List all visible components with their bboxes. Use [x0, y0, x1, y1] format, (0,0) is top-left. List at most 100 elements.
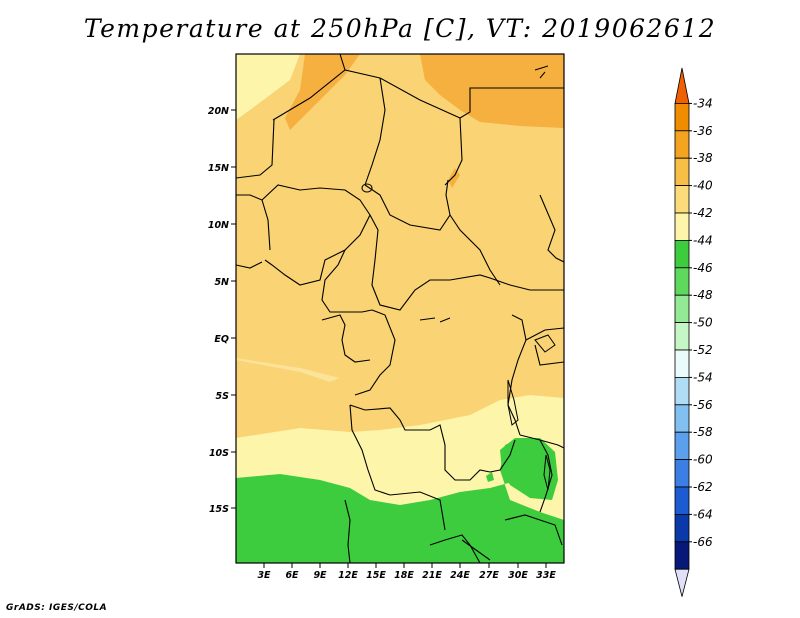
colorbar-label: -56 [693, 398, 713, 412]
colorbar-swatch [674, 130, 690, 159]
border-car [369, 214, 564, 311]
border-cameroon [321, 249, 373, 313]
border-east-1 [539, 194, 564, 263]
border-drc-east [507, 314, 527, 436]
lat-label: 5N [214, 277, 229, 288]
temperature-field [236, 54, 564, 563]
colorbar-swatch [674, 431, 690, 461]
lake-features-1 [419, 317, 451, 323]
border-north-3 [459, 87, 564, 119]
border-coast-west [236, 261, 263, 269]
longitude-axis: 3E 6E 9E 12E 15E 18E 21E 24E 27E 30E 33E [257, 563, 556, 581]
colorbar-swatch [674, 103, 690, 132]
colorbar-swatch [674, 349, 690, 378]
border-tanzania [519, 434, 564, 449]
colorbar-label: -36 [693, 124, 713, 138]
lake-tanganyika [507, 379, 519, 426]
lat-label: 20N [208, 106, 229, 117]
colorbar-swatch [674, 376, 690, 406]
colorbar-swatch [674, 322, 690, 351]
green-region-south [236, 438, 564, 563]
lon-label: 30E [508, 570, 528, 581]
lat-label: 5S [216, 391, 230, 402]
pale-band-northwest [236, 54, 300, 120]
green-spot [486, 472, 494, 482]
border-gabon [321, 314, 371, 363]
colorbar-label: -38 [693, 151, 713, 165]
orange-spot [448, 168, 460, 188]
lon-label: 12E [338, 570, 358, 581]
lake-victoria [534, 334, 556, 353]
lat-label: 15N [208, 163, 229, 174]
colorbar-label: -40 [693, 179, 713, 193]
lat-label: 10S [209, 448, 229, 459]
colorbar-swatch [674, 541, 690, 570]
colorbar-swatch [674, 514, 690, 543]
red-sea-coast [534, 65, 549, 79]
colorbar-bottom-arrow [674, 568, 690, 597]
border-north-2 [339, 54, 346, 71]
colorbar-swatch [674, 459, 690, 488]
colorbar-label: -66 [693, 535, 713, 549]
lon-label: 3E [257, 570, 271, 581]
colorbar-label: -48 [693, 288, 713, 302]
lakes [361, 65, 556, 491]
colorbar-swatch [674, 404, 690, 433]
lon-label: 15E [366, 570, 386, 581]
colorbar-label: -46 [693, 261, 713, 275]
lon-label: 6E [285, 570, 299, 581]
colorbar-swatch [674, 157, 690, 186]
colorbar-label: -62 [693, 480, 713, 494]
lat-label: 10N [208, 220, 229, 231]
border-angola-south [349, 404, 446, 531]
country-borders [236, 54, 564, 563]
lon-label: 18E [394, 570, 414, 581]
map-title: Temperature at 250hPa [C], VT: 201906261… [83, 14, 717, 43]
colorbar-label: -52 [693, 343, 713, 357]
colorbar-swatch [674, 486, 690, 515]
lon-label: 9E [313, 570, 327, 581]
colorbar-label: -60 [693, 453, 713, 467]
lat-label: 15S [209, 504, 229, 515]
colorbar-label: -64 [693, 507, 713, 521]
colorbar-swatch [674, 239, 690, 269]
border-west-1 [236, 119, 275, 179]
colorbar-label: -54 [693, 370, 713, 384]
border-south-1 [461, 539, 491, 561]
green-region-east [500, 438, 558, 500]
border-southern-3 [504, 514, 563, 546]
lon-label: 21E [422, 570, 442, 581]
lon-label: 33E [536, 570, 556, 581]
colorbar-label: -58 [693, 425, 713, 439]
border-north-4 [364, 77, 386, 186]
lake-chad [361, 183, 373, 193]
lake-malawi [543, 454, 551, 491]
colorbar-label: -44 [693, 233, 713, 247]
border-congo-1 [354, 309, 396, 396]
border-angola [349, 404, 491, 481]
colorbar-label: -50 [693, 316, 713, 330]
colorbar-top-arrow [674, 67, 690, 104]
colorbar-swatch [674, 294, 690, 324]
colorbar-swatch [674, 267, 690, 296]
colorbar-swatch [674, 185, 690, 214]
colorbar-label: -34 [693, 96, 713, 110]
lon-label: 24E [450, 570, 470, 581]
border-zambia-east [489, 439, 516, 473]
border-chad-sudan [364, 179, 451, 231]
map-frame [235, 53, 565, 564]
border-malawi [539, 439, 553, 513]
border-southern-1 [344, 499, 351, 563]
border-kenya-2 [534, 344, 564, 366]
colorbar: -34 -36 -38 -40 -42 -44 -46 -48 -50 -52 -54 -56 -58 -… [674, 67, 713, 597]
warm-band-west [236, 358, 340, 382]
grads-credit: GrADS: IGES/COLA [6, 603, 108, 613]
lat-label: EQ [214, 334, 229, 345]
colorbar-label: -42 [693, 206, 713, 220]
border-nigeria [261, 184, 371, 286]
border-sudan-east [449, 214, 501, 286]
border-north-1 [272, 69, 463, 186]
orange-top-right [420, 54, 564, 128]
border-southern-2 [429, 534, 481, 563]
